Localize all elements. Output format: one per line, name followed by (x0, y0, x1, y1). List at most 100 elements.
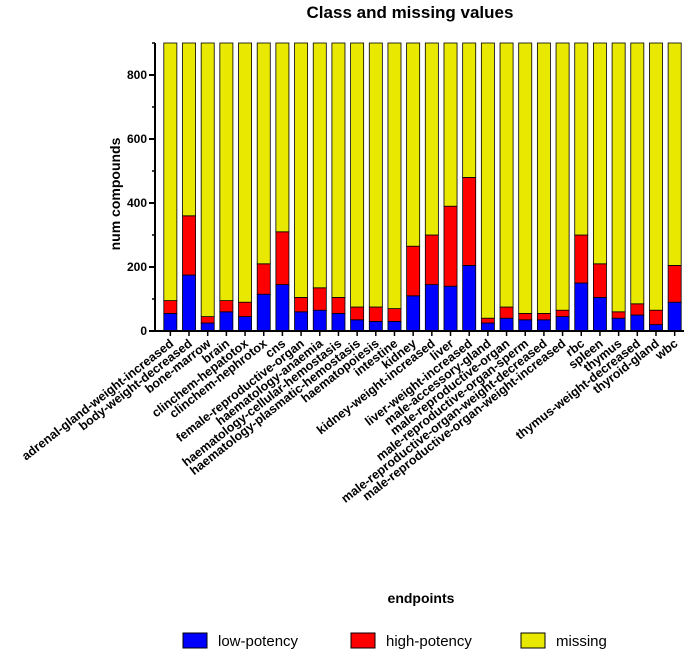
bar-low-potency-clinchem-nephrotox (256, 293, 271, 332)
bar-low-potency-body-weight-decreased (182, 274, 196, 332)
chart-title: Class and missing values (307, 3, 514, 22)
bar-low-potency-liver-weight-increased (462, 264, 477, 332)
bar-missing-male-reproductive-organ (499, 42, 514, 308)
bar-low-potency-brain (219, 311, 234, 332)
bar-low-potency-male-reproductive-organ (499, 317, 514, 332)
bar-missing-wbc (667, 42, 682, 266)
bar-missing-male-reproductive-organ-weight-decreased (536, 42, 551, 314)
bar-high-potency-haematology-anaemia (312, 287, 327, 311)
bar-high-potency-rbc (574, 234, 589, 284)
y-axis-label: num compounds (107, 137, 123, 250)
bar-low-potency-wbc (667, 301, 682, 332)
y-tick-label: 400 (127, 196, 147, 210)
bar-high-potency-male-reproductive-organ (499, 306, 514, 319)
bar-low-potency-liver (443, 285, 458, 332)
bar-high-potency-male-reproductive-organ-weight-decreased (536, 312, 551, 321)
bar-missing-haematology-plasmatic-hemostasis (350, 42, 365, 308)
bar-missing-cns (275, 42, 290, 233)
bar-low-potency-haematology-plasmatic-hemostasis (350, 319, 365, 332)
bar-high-potency-female-reproductive-organ (294, 296, 309, 313)
bar-low-potency-kidney (406, 295, 421, 332)
y-tick-label: 0 (140, 324, 147, 338)
bar-missing-brain (219, 42, 234, 302)
bar-missing-liver-weight-increased (462, 42, 477, 178)
bar-high-potency-liver-weight-increased (462, 176, 477, 266)
legend-swatch-missing (520, 632, 546, 649)
legend: low-potency high-potency missing (182, 632, 607, 650)
bar-low-potency-female-reproductive-organ (294, 311, 309, 332)
bar-high-potency-body-weight-decreased (182, 215, 196, 276)
bar-missing-thymus (611, 42, 626, 313)
bar-missing-clinchem-nephrotox (256, 42, 271, 265)
bar-missing-body-weight-decreased (182, 42, 196, 217)
plot-area: adrenal-gland-weight-increasedbody-weigh… (19, 42, 684, 506)
bar-missing-clinchem-hepatotox (238, 42, 252, 303)
bar-high-potency-adrenal-gland-weight-increased (163, 300, 178, 314)
bar-missing-bone-marrow (200, 42, 215, 318)
bar-low-potency-cns (275, 284, 290, 332)
bar-missing-kidney (406, 42, 421, 247)
bar-missing-rbc (574, 42, 589, 236)
bar-high-potency-male-reproductive-organ-weight-increased (555, 309, 570, 318)
bar-missing-male-reproductive-organ-sperm (518, 42, 533, 314)
legend-label-missing: missing (556, 633, 607, 650)
y-tick-label: 200 (127, 260, 147, 274)
x-tick-label: adrenal-gland-weight-increased (19, 336, 176, 463)
bar-low-potency-rbc (574, 282, 589, 332)
bar-missing-liver (443, 42, 458, 207)
bar-missing-kidney-weight-increased (424, 42, 439, 236)
bar-high-potency-thymus (611, 311, 626, 319)
bar-missing-thymus-weight-decreased (630, 42, 645, 305)
bar-low-potency-thymus (611, 317, 626, 332)
bar-high-potency-cns (275, 231, 290, 286)
bar-high-potency-clinchem-nephrotox (256, 263, 271, 295)
bar-missing-haematology-cellular-hemostasis (331, 42, 346, 298)
bar-missing-male-accessory-gland (480, 42, 495, 319)
bar-missing-haematology-anaemia (312, 42, 327, 289)
bar-low-potency-haematopoiesis (368, 320, 383, 332)
bar-high-potency-male-accessory-gland (480, 317, 495, 324)
bar-high-potency-wbc (667, 264, 682, 303)
bar-low-potency-haematology-cellular-hemostasis (331, 312, 346, 332)
bar-missing-spleen (593, 42, 607, 265)
bar-missing-haematopoiesis (368, 42, 383, 308)
bar-high-potency-liver (443, 205, 458, 287)
bar-high-potency-thymus-weight-decreased (630, 303, 645, 316)
bar-missing-female-reproductive-organ (294, 42, 309, 298)
bar-high-potency-intestine (387, 308, 402, 322)
bar-low-potency-thymus-weight-decreased (630, 314, 645, 332)
bar-missing-male-reproductive-organ-weight-increased (555, 42, 570, 311)
y-tick-label: 600 (127, 132, 147, 146)
bar-high-potency-haematopoiesis (368, 306, 383, 322)
bar-low-potency-male-reproductive-organ-weight-increased (555, 316, 570, 332)
bar-low-potency-male-reproductive-organ-weight-decreased (536, 319, 551, 332)
y-tick-label: 800 (127, 68, 147, 82)
bar-high-potency-spleen (593, 263, 607, 298)
bar-missing-thyroid-gland (649, 42, 663, 311)
bar-low-potency-intestine (387, 320, 402, 332)
bar-low-potency-kidney-weight-increased (424, 284, 439, 332)
legend-swatch-high-potency (350, 632, 376, 649)
bar-low-potency-bone-marrow (200, 322, 215, 332)
bar-high-potency-bone-marrow (200, 316, 215, 324)
bar-low-potency-clinchem-hepatotox (238, 316, 252, 332)
bar-high-potency-clinchem-hepatotox (238, 301, 252, 318)
bar-missing-intestine (387, 42, 402, 310)
legend-swatch-low-potency (182, 632, 208, 649)
bar-high-potency-brain (219, 300, 234, 313)
bar-low-potency-male-reproductive-organ-sperm (518, 319, 533, 332)
legend-label-low-potency: low-potency (218, 633, 299, 650)
x-axis-label: endpoints (388, 590, 455, 606)
bar-low-potency-haematology-anaemia (312, 309, 327, 332)
bar-high-potency-haematology-cellular-hemostasis (331, 296, 346, 314)
bar-high-potency-kidney (406, 245, 421, 297)
bar-low-potency-male-accessory-gland (480, 322, 495, 332)
bar-high-potency-male-reproductive-organ-sperm (518, 312, 533, 321)
bar-high-potency-thyroid-gland (649, 309, 663, 326)
bar-high-potency-haematology-plasmatic-hemostasis (350, 306, 365, 321)
legend-label-high-potency: high-potency (386, 633, 472, 650)
bar-low-potency-spleen (593, 296, 607, 332)
bar-low-potency-adrenal-gland-weight-increased (163, 312, 178, 332)
bar-missing-adrenal-gland-weight-increased (163, 42, 178, 302)
